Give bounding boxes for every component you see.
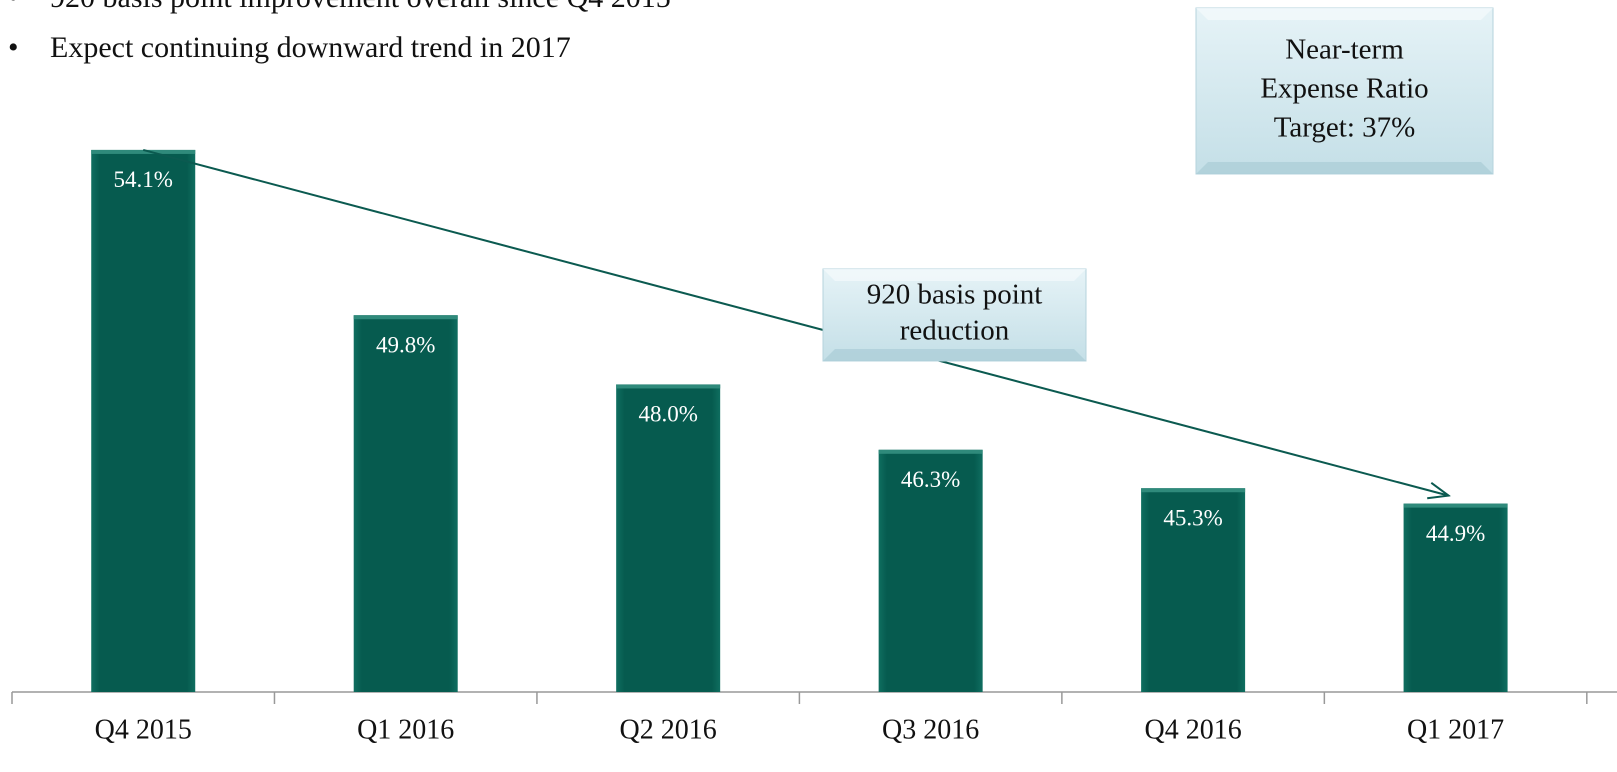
x-tick-label: Q2 2016	[620, 714, 717, 745]
x-tick-label: Q1 2016	[357, 714, 454, 745]
annotation-box	[1195, 7, 1494, 175]
annotation-text: reduction	[900, 315, 1010, 347]
annotation-text: Near-term	[1285, 34, 1404, 66]
x-tick-label: Q4 2016	[1144, 714, 1241, 745]
annotation-text: 920 basis point	[867, 279, 1043, 311]
value-label: 49.8%	[376, 333, 435, 358]
annotation-bevel	[823, 269, 1086, 281]
annotation-text: Target: 37%	[1274, 112, 1416, 144]
annotation-bevel	[1196, 8, 1493, 20]
value-label: 45.3%	[1163, 506, 1222, 531]
bar-highlight	[91, 149, 196, 154]
value-label: 46.3%	[901, 467, 960, 492]
bar	[1403, 503, 1508, 692]
annotation-box	[822, 268, 1087, 362]
bullet-dot: •	[8, 0, 19, 14]
bullet-dot: •	[8, 31, 19, 64]
bar-highlight	[878, 449, 983, 454]
bar	[878, 449, 983, 692]
value-label: 44.9%	[1426, 521, 1485, 546]
bullet-text: Expect continuing downward trend in 2017	[50, 31, 571, 64]
x-tick-label: Q4 2015	[95, 714, 192, 745]
annotation-bevel	[823, 349, 1086, 361]
value-label: 48.0%	[638, 402, 697, 427]
bar-highlight	[1141, 488, 1246, 493]
annotation-text: Expense Ratio	[1260, 73, 1428, 105]
bar	[91, 149, 196, 692]
bar	[353, 315, 458, 692]
x-tick-label: Q3 2016	[882, 714, 979, 745]
bar-highlight	[616, 384, 721, 389]
bar	[616, 384, 721, 692]
bar	[1141, 488, 1246, 692]
annotation-bevel	[1196, 162, 1493, 174]
bar-highlight	[353, 315, 458, 320]
bar-highlight	[1403, 503, 1508, 508]
x-tick-label: Q1 2017	[1407, 714, 1504, 745]
value-label: 54.1%	[114, 167, 173, 192]
trend-arrow	[142, 148, 1448, 496]
bullet-text: 920 basis point improvement overall sinc…	[50, 0, 671, 14]
